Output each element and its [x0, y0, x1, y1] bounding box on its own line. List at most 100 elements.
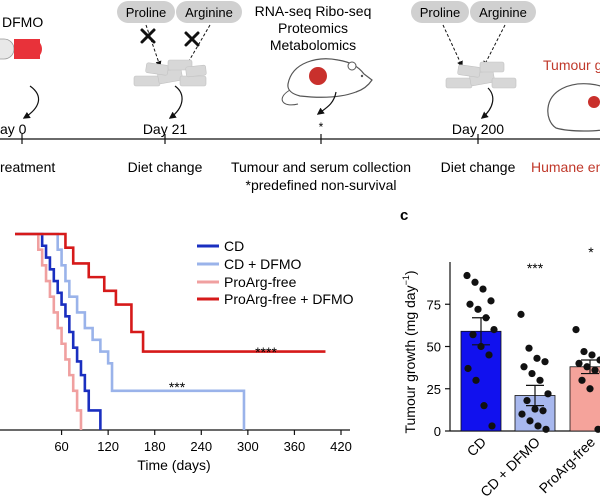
km-x-tick-label: 120: [97, 439, 119, 454]
legend-item-cd: CD: [197, 238, 244, 254]
data-point: [466, 300, 474, 308]
bar-y-tick-label: 25: [427, 382, 441, 397]
omics-line-1: RNA-seq Ribo-seq: [255, 3, 372, 19]
collection-label: Tumour and serum collection: [231, 159, 411, 175]
km-x-tick-label: 180: [144, 439, 166, 454]
data-point: [525, 344, 533, 352]
data-point: [520, 363, 528, 371]
treatment-label: reatment: [0, 159, 55, 175]
data-point: [523, 396, 531, 405]
data-point: [464, 364, 472, 373]
bar-x-label: ProArg-free: [536, 434, 599, 497]
km-line-proarg-free: [15, 232, 83, 430]
km-line-cd-dfmo: [15, 232, 246, 430]
data-point: [572, 326, 580, 334]
bar-significance: *: [588, 244, 594, 260]
timeline-ticks: [21, 134, 479, 144]
bar-proarg-free: [569, 366, 600, 432]
km-legend: CD CD + DFMO ProArg-free ProArg-free + D…: [197, 238, 354, 307]
collection-arrow: [316, 91, 337, 115]
km-line-proarg-free-dfmo: [15, 232, 326, 353]
chow-pellets-icon: [445, 61, 517, 89]
data-point: [474, 305, 482, 313]
omics-line-3: Metabolomics: [270, 37, 356, 53]
data-point: [536, 376, 544, 384]
legend-item-cd-dfmo: CD + DFMO: [197, 256, 302, 272]
arginine-arrow-1: [185, 24, 211, 68]
data-point: [528, 369, 536, 378]
day200-arrow: [480, 87, 494, 119]
km-significance-proarg-dfmo: ****: [255, 344, 277, 360]
data-point: [580, 347, 588, 356]
data-point: [518, 410, 526, 418]
data-point: [517, 310, 525, 318]
tumour-growth-label: Tumour g: [543, 57, 600, 73]
panel-label-c: c: [400, 207, 408, 224]
mouse-icon: [547, 83, 600, 132]
bar-x-label: CD: [463, 434, 489, 460]
data-point: [472, 376, 480, 384]
km-x-axis-label: Time (days): [137, 457, 210, 473]
data-point: [544, 390, 552, 398]
data-point: [534, 422, 542, 430]
km-significance-cd-dfmo: ***: [169, 379, 186, 395]
data-point: [541, 358, 549, 366]
km-x-tick-label: 360: [284, 439, 306, 454]
drug-label: DFMO: [2, 14, 43, 30]
data-point: [586, 385, 594, 393]
data-point: [533, 354, 541, 362]
chow-pellets-icon: [133, 59, 207, 87]
mouse-icon: [281, 58, 373, 106]
data-point: [485, 351, 493, 359]
dfmo-pill-icon: [0, 38, 42, 60]
proline-arrow-1: [145, 24, 162, 68]
bar-y-tick-label: 0: [434, 424, 441, 439]
data-point: [588, 351, 596, 359]
legend-item-proarg-free: ProArg-free: [197, 274, 297, 290]
proline-bubble-1: Proline: [117, 1, 175, 23]
proline-arrow-2: [442, 24, 463, 68]
omics-line-2: Proteomics: [278, 20, 348, 36]
svg-text:ProArg-free: ProArg-free: [224, 274, 297, 290]
collection-star: *: [319, 120, 324, 134]
survival-chart: 60 120 180 240 300 360 420 Time (days) **** **…: [0, 232, 352, 473]
day21-arrow: [168, 85, 183, 119]
data-point: [487, 297, 495, 305]
svg-text:Proline: Proline: [420, 5, 460, 20]
svg-text:CD + DFMO: CD + DFMO: [224, 256, 302, 272]
day0-label: ay 0: [0, 121, 27, 137]
bar-y-tick-label: 50: [427, 340, 441, 355]
data-point: [542, 425, 550, 433]
data-point: [594, 425, 600, 433]
bar-significance: ***: [527, 260, 544, 276]
humane-endpoint-label: Humane en: [531, 159, 600, 175]
blocked-cross-icon: [140, 28, 200, 47]
non-survival-note: *predefined non-survival: [246, 177, 397, 193]
km-x-tick-label: 240: [190, 439, 212, 454]
data-point: [531, 405, 539, 413]
day0-arrow: [22, 85, 40, 119]
svg-text:ProArg-free + DFMO: ProArg-free + DFMO: [224, 291, 354, 307]
data-point: [583, 363, 591, 371]
data-point: [471, 278, 479, 286]
data-point: [488, 422, 496, 430]
data-point: [463, 271, 471, 280]
km-line-cd: [15, 232, 102, 430]
data-point: [539, 407, 547, 415]
svg-text:Proline: Proline: [126, 5, 166, 20]
proline-bubble-2: Proline: [411, 1, 469, 23]
svg-text:CD: CD: [224, 238, 244, 254]
data-point: [578, 376, 586, 384]
data-point: [480, 402, 488, 410]
diet-change-label-2: Diet change: [441, 159, 516, 175]
diet-change-label-1: Diet change: [128, 159, 203, 175]
bar-y-axis-label: Tumour growth (mg day−1): [401, 270, 418, 433]
legend-item-proarg-free-dfmo: ProArg-free + DFMO: [197, 291, 354, 307]
arginine-bubble-2: Arginine: [470, 1, 536, 23]
km-x-tick-label: 300: [237, 439, 259, 454]
svg-text:Arginine: Arginine: [185, 5, 233, 20]
km-x-tick-label: 420: [330, 439, 352, 454]
data-point: [526, 417, 534, 425]
